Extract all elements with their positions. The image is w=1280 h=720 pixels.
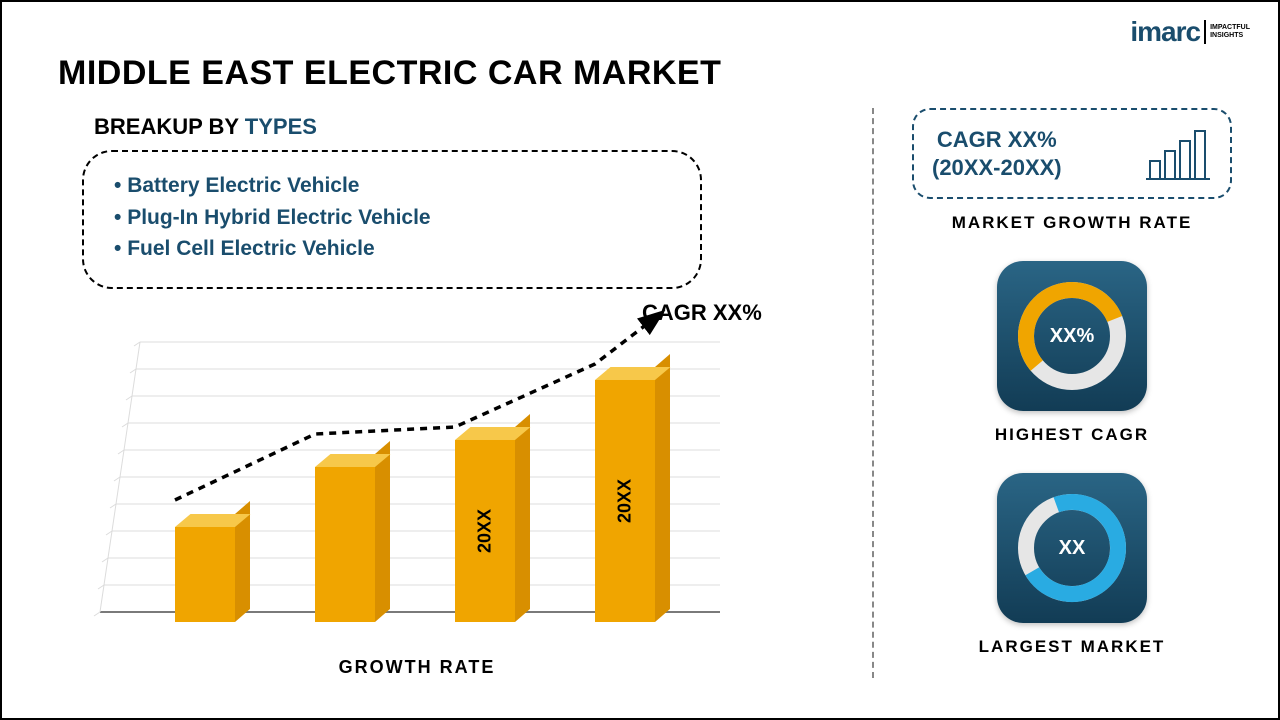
vertical-divider xyxy=(872,108,874,678)
chart-bar: 20XX xyxy=(455,440,515,622)
highest-cagr-tile: XX% xyxy=(997,261,1147,411)
largest-market-caption: LARGEST MARKET xyxy=(902,637,1242,657)
logo-tagline-1: IMPACTFUL xyxy=(1210,24,1250,32)
subtitle-accent: TYPES xyxy=(245,114,317,139)
bar-label: 20XX xyxy=(615,479,636,523)
cagr-line2: (20XX-20XX) xyxy=(932,154,1062,182)
cagr-summary-box: CAGR XX% (20XX-20XX) xyxy=(912,108,1232,199)
cagr-summary-text: CAGR XX% (20XX-20XX) xyxy=(932,126,1062,181)
logo-divider xyxy=(1204,20,1206,44)
breakup-subtitle: BREAKUP BY TYPES xyxy=(94,114,317,140)
chart-bar xyxy=(315,467,375,622)
brand-logo: imarc IMPACTFUL INSIGHTS xyxy=(1130,16,1250,48)
chart-bar xyxy=(175,527,235,622)
cagr-trend-label: CAGR XX% xyxy=(642,300,762,326)
growth-bar-chart: 20XX20XX CAGR XX% GROWTH RATE xyxy=(72,332,762,642)
subtitle-prefix: BREAKUP BY xyxy=(94,114,245,139)
types-list-box: Battery Electric Vehicle Plug-In Hybrid … xyxy=(82,150,702,289)
largest-market-tile: XX xyxy=(997,473,1147,623)
growth-rate-caption: MARKET GROWTH RATE xyxy=(902,213,1242,233)
right-panel: CAGR XX% (20XX-20XX) MARKET GROWTH RATE … xyxy=(902,108,1242,657)
bar-chart-icon xyxy=(1144,127,1212,181)
page-title: MIDDLE EAST ELECTRIC CAR MARKET xyxy=(58,54,721,93)
largest-market-value: XX xyxy=(1059,537,1086,560)
list-item: Fuel Cell Electric Vehicle xyxy=(114,233,670,265)
chart-bar: 20XX xyxy=(595,380,655,622)
highest-cagr-caption: HIGHEST CAGR xyxy=(902,425,1242,445)
chart-x-label: GROWTH RATE xyxy=(339,657,496,678)
logo-text: imarc xyxy=(1130,16,1200,48)
highest-cagr-value: XX% xyxy=(1050,325,1094,348)
logo-tagline: IMPACTFUL INSIGHTS xyxy=(1210,24,1250,39)
list-item: Battery Electric Vehicle xyxy=(114,170,670,202)
list-item: Plug-In Hybrid Electric Vehicle xyxy=(114,202,670,234)
logo-tagline-2: INSIGHTS xyxy=(1210,32,1250,40)
bar-group: 20XX 20XX xyxy=(100,357,720,622)
cagr-line1: CAGR XX% xyxy=(932,126,1062,154)
types-list: Battery Electric Vehicle Plug-In Hybrid … xyxy=(114,170,670,265)
bar-label: 20XX xyxy=(475,509,496,553)
